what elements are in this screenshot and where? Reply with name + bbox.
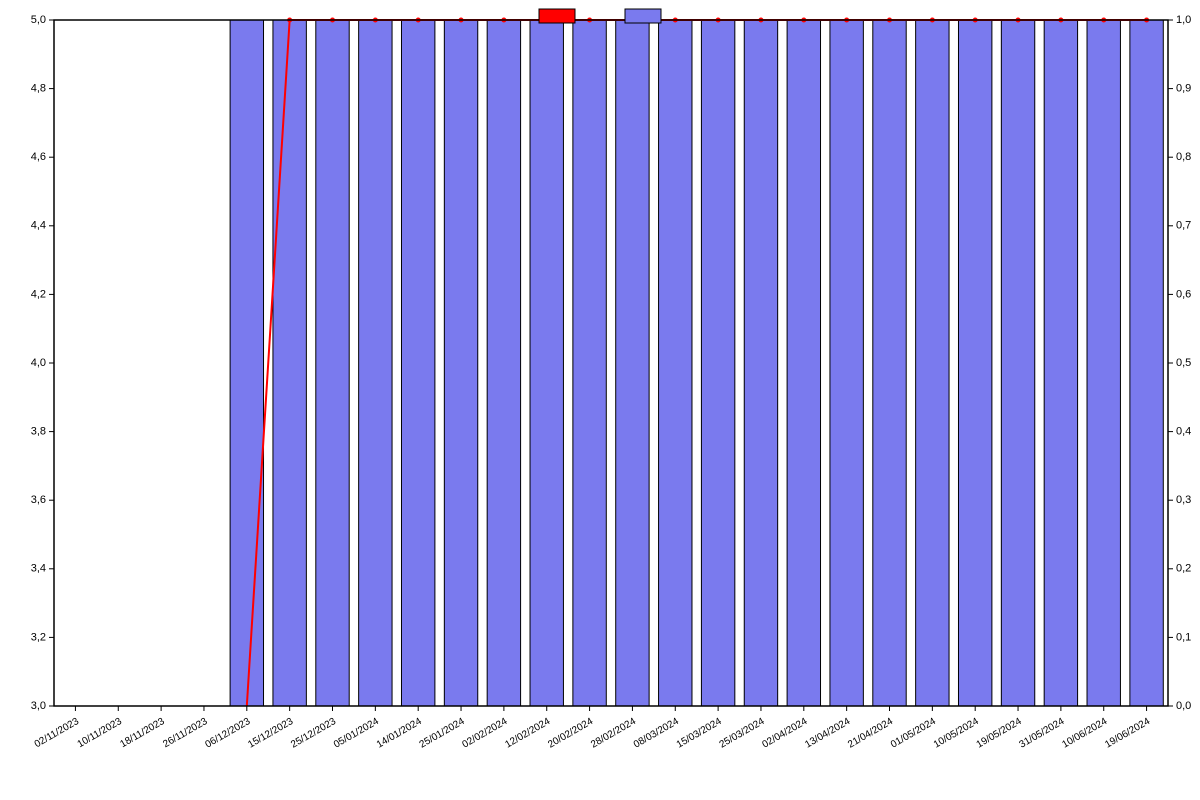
- bar: [316, 20, 349, 706]
- bar: [273, 20, 306, 706]
- bar: [1001, 20, 1034, 706]
- y-right-tick-label: 0,4: [1176, 426, 1191, 438]
- y-right-tick-label: 0,1: [1176, 631, 1191, 643]
- bar: [401, 20, 434, 706]
- bar: [1087, 20, 1120, 706]
- bar: [530, 20, 563, 706]
- y-left-tick-label: 5,0: [31, 14, 46, 26]
- y-left-tick-label: 3,4: [31, 563, 46, 575]
- y-right-tick-label: 0,5: [1176, 357, 1191, 369]
- y-left-tick-label: 4,8: [31, 83, 46, 95]
- bar: [830, 20, 863, 706]
- y-right-tick-label: 0,0: [1176, 700, 1191, 712]
- y-left-tick-label: 4,0: [31, 357, 46, 369]
- y-left-tick-label: 3,0: [31, 700, 46, 712]
- bar: [444, 20, 477, 706]
- combo-chart: 3,0 3,2 3,4 3,6 3,8 4,0 4,2 4,4 4,6 4,8 5,0 0,0 0,1 0…: [0, 0, 1200, 800]
- bar: [659, 20, 692, 706]
- bar: [701, 20, 734, 706]
- bar: [487, 20, 520, 706]
- y-left-tick-label: 3,8: [31, 426, 46, 438]
- y-left-tick-label: 4,4: [31, 220, 46, 232]
- bar: [1044, 20, 1077, 706]
- bar: [573, 20, 606, 706]
- bar: [359, 20, 392, 706]
- bar: [616, 20, 649, 706]
- y-left-tick-label: 3,6: [31, 494, 46, 506]
- bar: [1130, 20, 1163, 706]
- legend-swatch-line: [539, 9, 575, 23]
- bar: [916, 20, 949, 706]
- y-left-tick-label: 3,2: [31, 631, 46, 643]
- bar: [873, 20, 906, 706]
- y-right-tick-label: 1,0: [1176, 14, 1191, 26]
- y-right-tick-label: 0,8: [1176, 151, 1191, 163]
- chart-container: 3,0 3,2 3,4 3,6 3,8 4,0 4,2 4,4 4,6 4,8 5,0 0,0 0,1 0…: [0, 0, 1200, 800]
- y-right-tick-label: 0,9: [1176, 83, 1191, 95]
- y-left-tick-label: 4,2: [31, 288, 46, 300]
- bar: [744, 20, 777, 706]
- y-right-tick-label: 0,6: [1176, 288, 1191, 300]
- bar: [230, 20, 263, 706]
- y-right-tick-label: 0,3: [1176, 494, 1191, 506]
- bar: [787, 20, 820, 706]
- y-left-tick-label: 4,6: [31, 151, 46, 163]
- y-right-tick-label: 0,7: [1176, 220, 1191, 232]
- legend-swatch-bar: [625, 9, 661, 23]
- y-right-tick-label: 0,2: [1176, 563, 1191, 575]
- bar: [958, 20, 991, 706]
